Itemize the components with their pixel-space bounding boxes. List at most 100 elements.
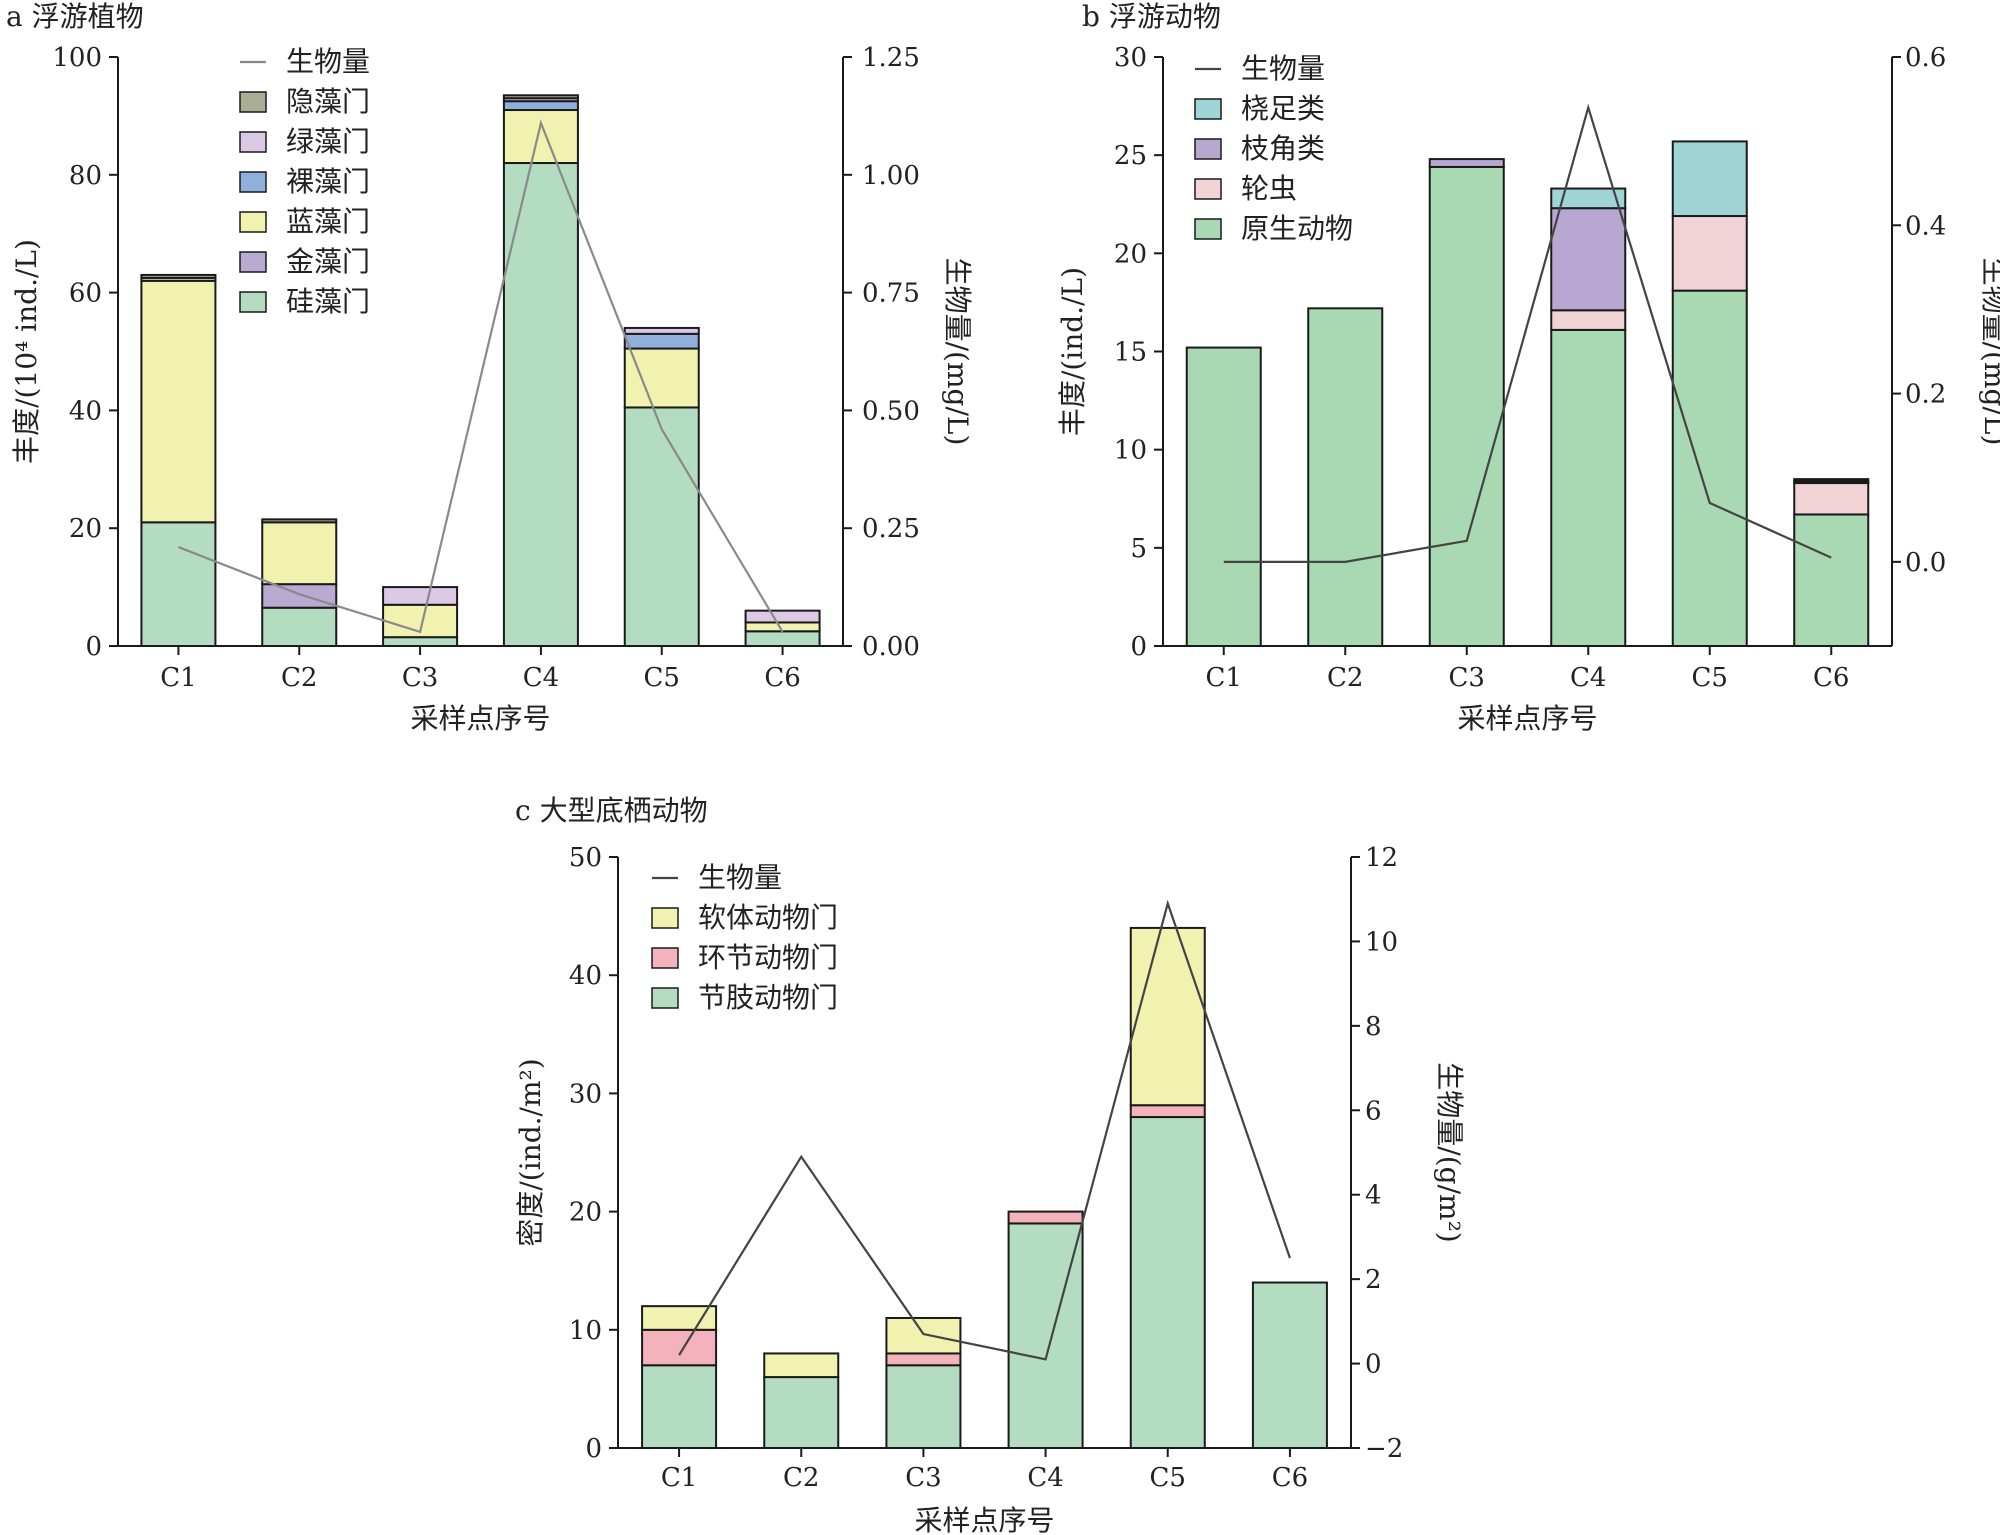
x-tick-label: C1 [160, 663, 196, 693]
bar-segment-C6-节肢动物门 [1251, 1281, 1328, 1450]
bar-segment-C1-原生动物 [1185, 346, 1262, 647]
x-tick-label: C1 [1206, 663, 1242, 693]
x-tick-label: C6 [1813, 663, 1849, 693]
bar-segment-C6-硅藻门 [744, 630, 821, 648]
bar-segment-C5-软体动物门 [1129, 926, 1206, 1107]
y-tick-label: 15 [1114, 338, 1147, 368]
bar-segment-C3-环节动物门 [885, 1352, 962, 1367]
x-tick-label: C2 [1327, 663, 1363, 693]
y-tick-label: 5 [1130, 534, 1147, 564]
y2-tick-label: 1.25 [862, 43, 920, 73]
bar-segment-C4-枝角类 [1550, 207, 1627, 312]
legend-label: 轮虫 [1241, 172, 1297, 205]
y2-tick-label: 0.00 [862, 632, 920, 662]
y-tick-label: 10 [1114, 436, 1147, 466]
y2-tick-label: 0.0 [1905, 548, 1946, 578]
y-tick-label: 30 [1114, 43, 1147, 73]
bar-segment-C5-绿藻门 [623, 326, 700, 335]
bar-segment-C4-硅藻门 [502, 162, 579, 648]
biomass-line [178, 119, 784, 634]
y2-tick-label: 4 [1365, 1181, 1382, 1211]
y2-tick-label: 0.4 [1905, 211, 1946, 241]
y-axis-label: 密度/(ind./m²) [514, 1058, 547, 1246]
y-tick-label: 20 [69, 514, 102, 544]
bar-segment-C3-枝角类 [1428, 158, 1505, 168]
bar-segment-C4-隐藻门 [502, 94, 579, 100]
legend-swatch [239, 251, 267, 273]
y-tick-label: 0 [85, 632, 102, 662]
legend-swatch [1194, 178, 1222, 200]
legend-label: 生物量 [698, 861, 782, 894]
bar-segment-C3-软体动物门 [885, 1316, 962, 1355]
y2-tick-label: 0.2 [1905, 380, 1946, 410]
bar-segment-C3-硅藻门 [382, 636, 459, 647]
y2-tick-label: 0.25 [862, 514, 920, 544]
x-tick-label: C1 [661, 1463, 697, 1493]
y2-tick-label: 0.75 [862, 279, 920, 309]
bar-segment-C4-环节动物门 [1007, 1210, 1084, 1225]
y2-tick-label: 10 [1365, 927, 1398, 957]
x-tick-label: C2 [783, 1463, 819, 1493]
y-tick-label: 60 [69, 279, 102, 309]
x-tick-label: C5 [1692, 663, 1728, 693]
legend-label: 金藻门 [286, 245, 370, 278]
y-tick-label: 40 [569, 961, 602, 991]
legend-label: 软体动物门 [698, 901, 838, 934]
bar-segment-C2-金藻门 [261, 583, 338, 609]
biomass-line [678, 899, 1291, 1361]
bar-segment-C4-轮虫 [1550, 309, 1627, 331]
y2-tick-label: 0 [1365, 1350, 1382, 1380]
x-tick-label: C6 [764, 663, 800, 693]
biomass-line [1223, 103, 1832, 563]
bar-segment-C5-裸藻门 [623, 332, 700, 350]
bar-segment-C5-轮虫 [1671, 215, 1748, 292]
chart-panel-3: c 大型底栖动物 C1 C2 C3 C4 C5 C6 0 10 20 30 40 50 −2 0 2 4 6 8 10… [514, 794, 1466, 1535]
legend-label: 绿藻门 [286, 125, 370, 158]
bar-segment-C1-环节动物门 [641, 1328, 718, 1367]
legend-label: 桡足类 [1241, 92, 1325, 125]
x-tick-label: C4 [1027, 1463, 1063, 1493]
legend-label: 节肢动物门 [698, 981, 838, 1014]
y2-tick-label: 8 [1365, 1012, 1382, 1042]
y-tick-label: 10 [569, 1316, 602, 1346]
bar-segment-C5-原生动物 [1671, 289, 1748, 647]
y-tick-label: 50 [569, 843, 602, 873]
x-tick-label: C3 [402, 663, 438, 693]
bar-segment-C2-隐藻门 [261, 518, 338, 524]
bar-segment-C2-原生动物 [1307, 307, 1384, 647]
bar-segment-C2-硅藻门 [261, 606, 338, 648]
y2-axis-label: 生物量/(g/m²) [1433, 1062, 1466, 1242]
y2-tick-label: −2 [1365, 1434, 1403, 1464]
legend-label: 枝角类 [1241, 132, 1325, 165]
y-tick-label: 0 [1130, 632, 1147, 662]
bar-segment-C5-桡足类 [1671, 140, 1748, 218]
legend-swatch [239, 291, 267, 313]
bar-segment-C1-蓝藻门 [140, 279, 217, 524]
x-axis-label: 采样点序号 [410, 702, 550, 735]
legend-label: 环节动物门 [698, 941, 838, 974]
legend-label: 蓝藻门 [286, 205, 370, 238]
legend-label: 裸藻门 [286, 165, 370, 198]
legend-swatch [239, 131, 267, 153]
bar-segment-C6-绿藻门 [744, 609, 821, 624]
y-tick-label: 0 [585, 1434, 602, 1464]
bar-segment-C1-节肢动物门 [641, 1364, 718, 1450]
bar-segment-C1-硅藻门 [140, 521, 217, 647]
legend-swatch [239, 211, 267, 233]
bar-segment-C5-硅藻门 [623, 406, 700, 647]
bar-segment-C5-蓝藻门 [623, 347, 700, 409]
bar-segment-C4-桡足类 [1550, 187, 1627, 210]
legend-swatch [1194, 218, 1222, 240]
y2-tick-label: 2 [1365, 1265, 1382, 1295]
y-axis-label: 丰度/(ind./L) [1056, 267, 1089, 436]
bar-segment-C3-原生动物 [1428, 165, 1505, 648]
legend-swatch [239, 171, 267, 193]
bar-segment-C5-环节动物门 [1129, 1104, 1206, 1119]
x-tick-label: C5 [644, 663, 680, 693]
chart-panel-1: a 浮游植物 C1 C2 C3 C4 C5 C6 0 20 40 60 80 100 0.00 0.25 0.… [6, 0, 974, 735]
bar-segment-C1-软体动物门 [641, 1305, 718, 1331]
